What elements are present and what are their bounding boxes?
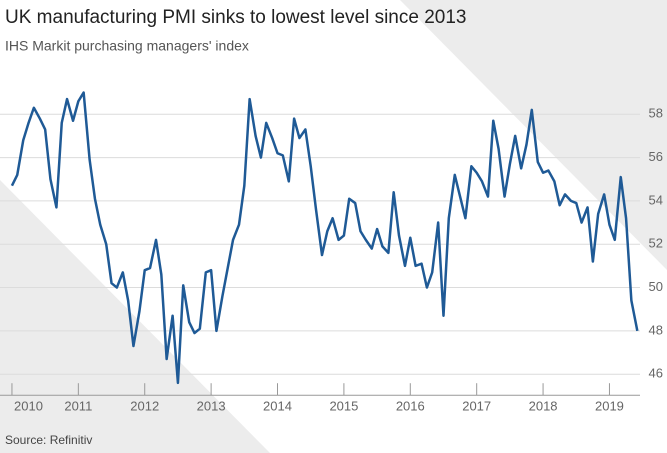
x-tick-label: 2012 (130, 399, 159, 414)
y-tick-label: 50 (649, 279, 663, 294)
chart-title: UK manufacturing PMI sinks to lowest lev… (5, 7, 467, 28)
y-tick-label: 58 (649, 106, 663, 121)
y-tick-label: 48 (649, 322, 663, 337)
source: Source: Refinitiv (5, 433, 92, 447)
background-band (0, 180, 270, 453)
y-tick-label: 52 (649, 236, 663, 251)
chart-subtitle: IHS Markit purchasing managers' index (5, 38, 249, 54)
x-tick-label: 2017 (462, 399, 491, 414)
y-tick-label: 56 (649, 149, 663, 164)
x-tick-label: 2014 (263, 399, 292, 414)
x-tick-label: 2011 (64, 399, 92, 414)
x-tick-label: 2013 (197, 399, 226, 414)
x-tick-label: 2015 (329, 399, 358, 414)
x-tick-label: 2010 (14, 399, 43, 414)
x-tick-label: 2019 (595, 399, 624, 414)
y-tick-label: 46 (649, 366, 663, 381)
data-line (10, 91, 639, 385)
y-tick-label: 54 (649, 192, 663, 207)
x-tick-label: 2018 (529, 399, 558, 414)
x-tick-label: 2016 (396, 399, 425, 414)
